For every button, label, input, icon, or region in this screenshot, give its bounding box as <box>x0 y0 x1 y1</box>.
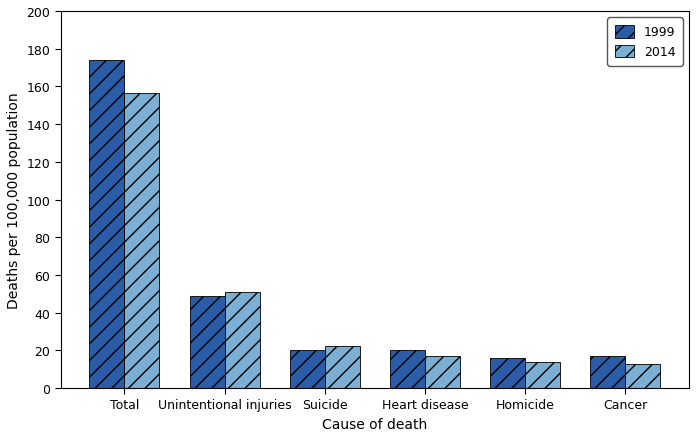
Bar <box>325 346 360 388</box>
X-axis label: Cause of death: Cause of death <box>322 417 427 431</box>
Bar <box>590 356 626 388</box>
Y-axis label: Deaths per 100,000 population: Deaths per 100,000 population <box>7 92 21 308</box>
Bar <box>225 292 260 388</box>
Bar <box>290 350 325 388</box>
Legend: 1999, 2014: 1999, 2014 <box>608 18 683 67</box>
Bar <box>189 297 225 388</box>
Bar <box>626 364 661 388</box>
Bar <box>390 350 425 388</box>
Bar <box>125 94 159 388</box>
Bar <box>425 356 460 388</box>
Bar <box>89 60 125 388</box>
Bar <box>525 362 560 388</box>
Bar <box>490 359 525 388</box>
